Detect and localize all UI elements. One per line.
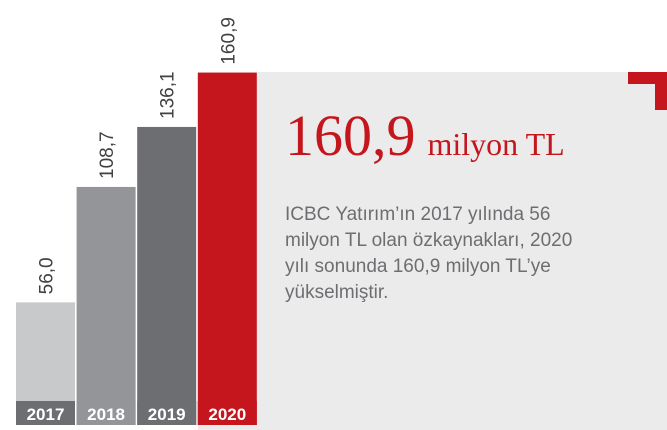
year-strip [16,401,75,425]
headline-unit: milyon TL [428,126,565,162]
headline: 160,9 milyon TL [285,103,565,168]
annotation-line: yükselmiştir. [285,282,388,303]
bar [137,126,197,425]
annotation-text: ICBC Yatırım’ın 2017 yılında 56 milyon TL… [285,204,572,303]
value-label: 136,1 [158,71,179,119]
value-label: 56,0 [37,257,58,294]
bar [76,186,136,425]
annotation-line: ICBC Yatırım’ın 2017 yılında 56 [285,204,550,225]
info-panel [198,72,667,430]
corner-accent [655,72,667,110]
year-strip [76,401,136,425]
x-tick-label: 2019 [148,405,186,424]
value-label: 108,7 [97,131,118,179]
annotation-line: milyon TL olan özkaynakları, 2020 [285,230,572,251]
bar [197,72,257,425]
x-tick-label: 2020 [208,405,246,424]
year-strip [197,401,257,425]
x-tick-label: 2018 [87,405,125,424]
headline-value: 160,9 [285,103,416,168]
value-label: 160,9 [218,17,239,65]
annotation-line: yılı sonunda 160,9 milyon TL’ye [285,256,551,277]
x-tick-label: 2017 [27,405,65,424]
year-strip [137,401,197,425]
